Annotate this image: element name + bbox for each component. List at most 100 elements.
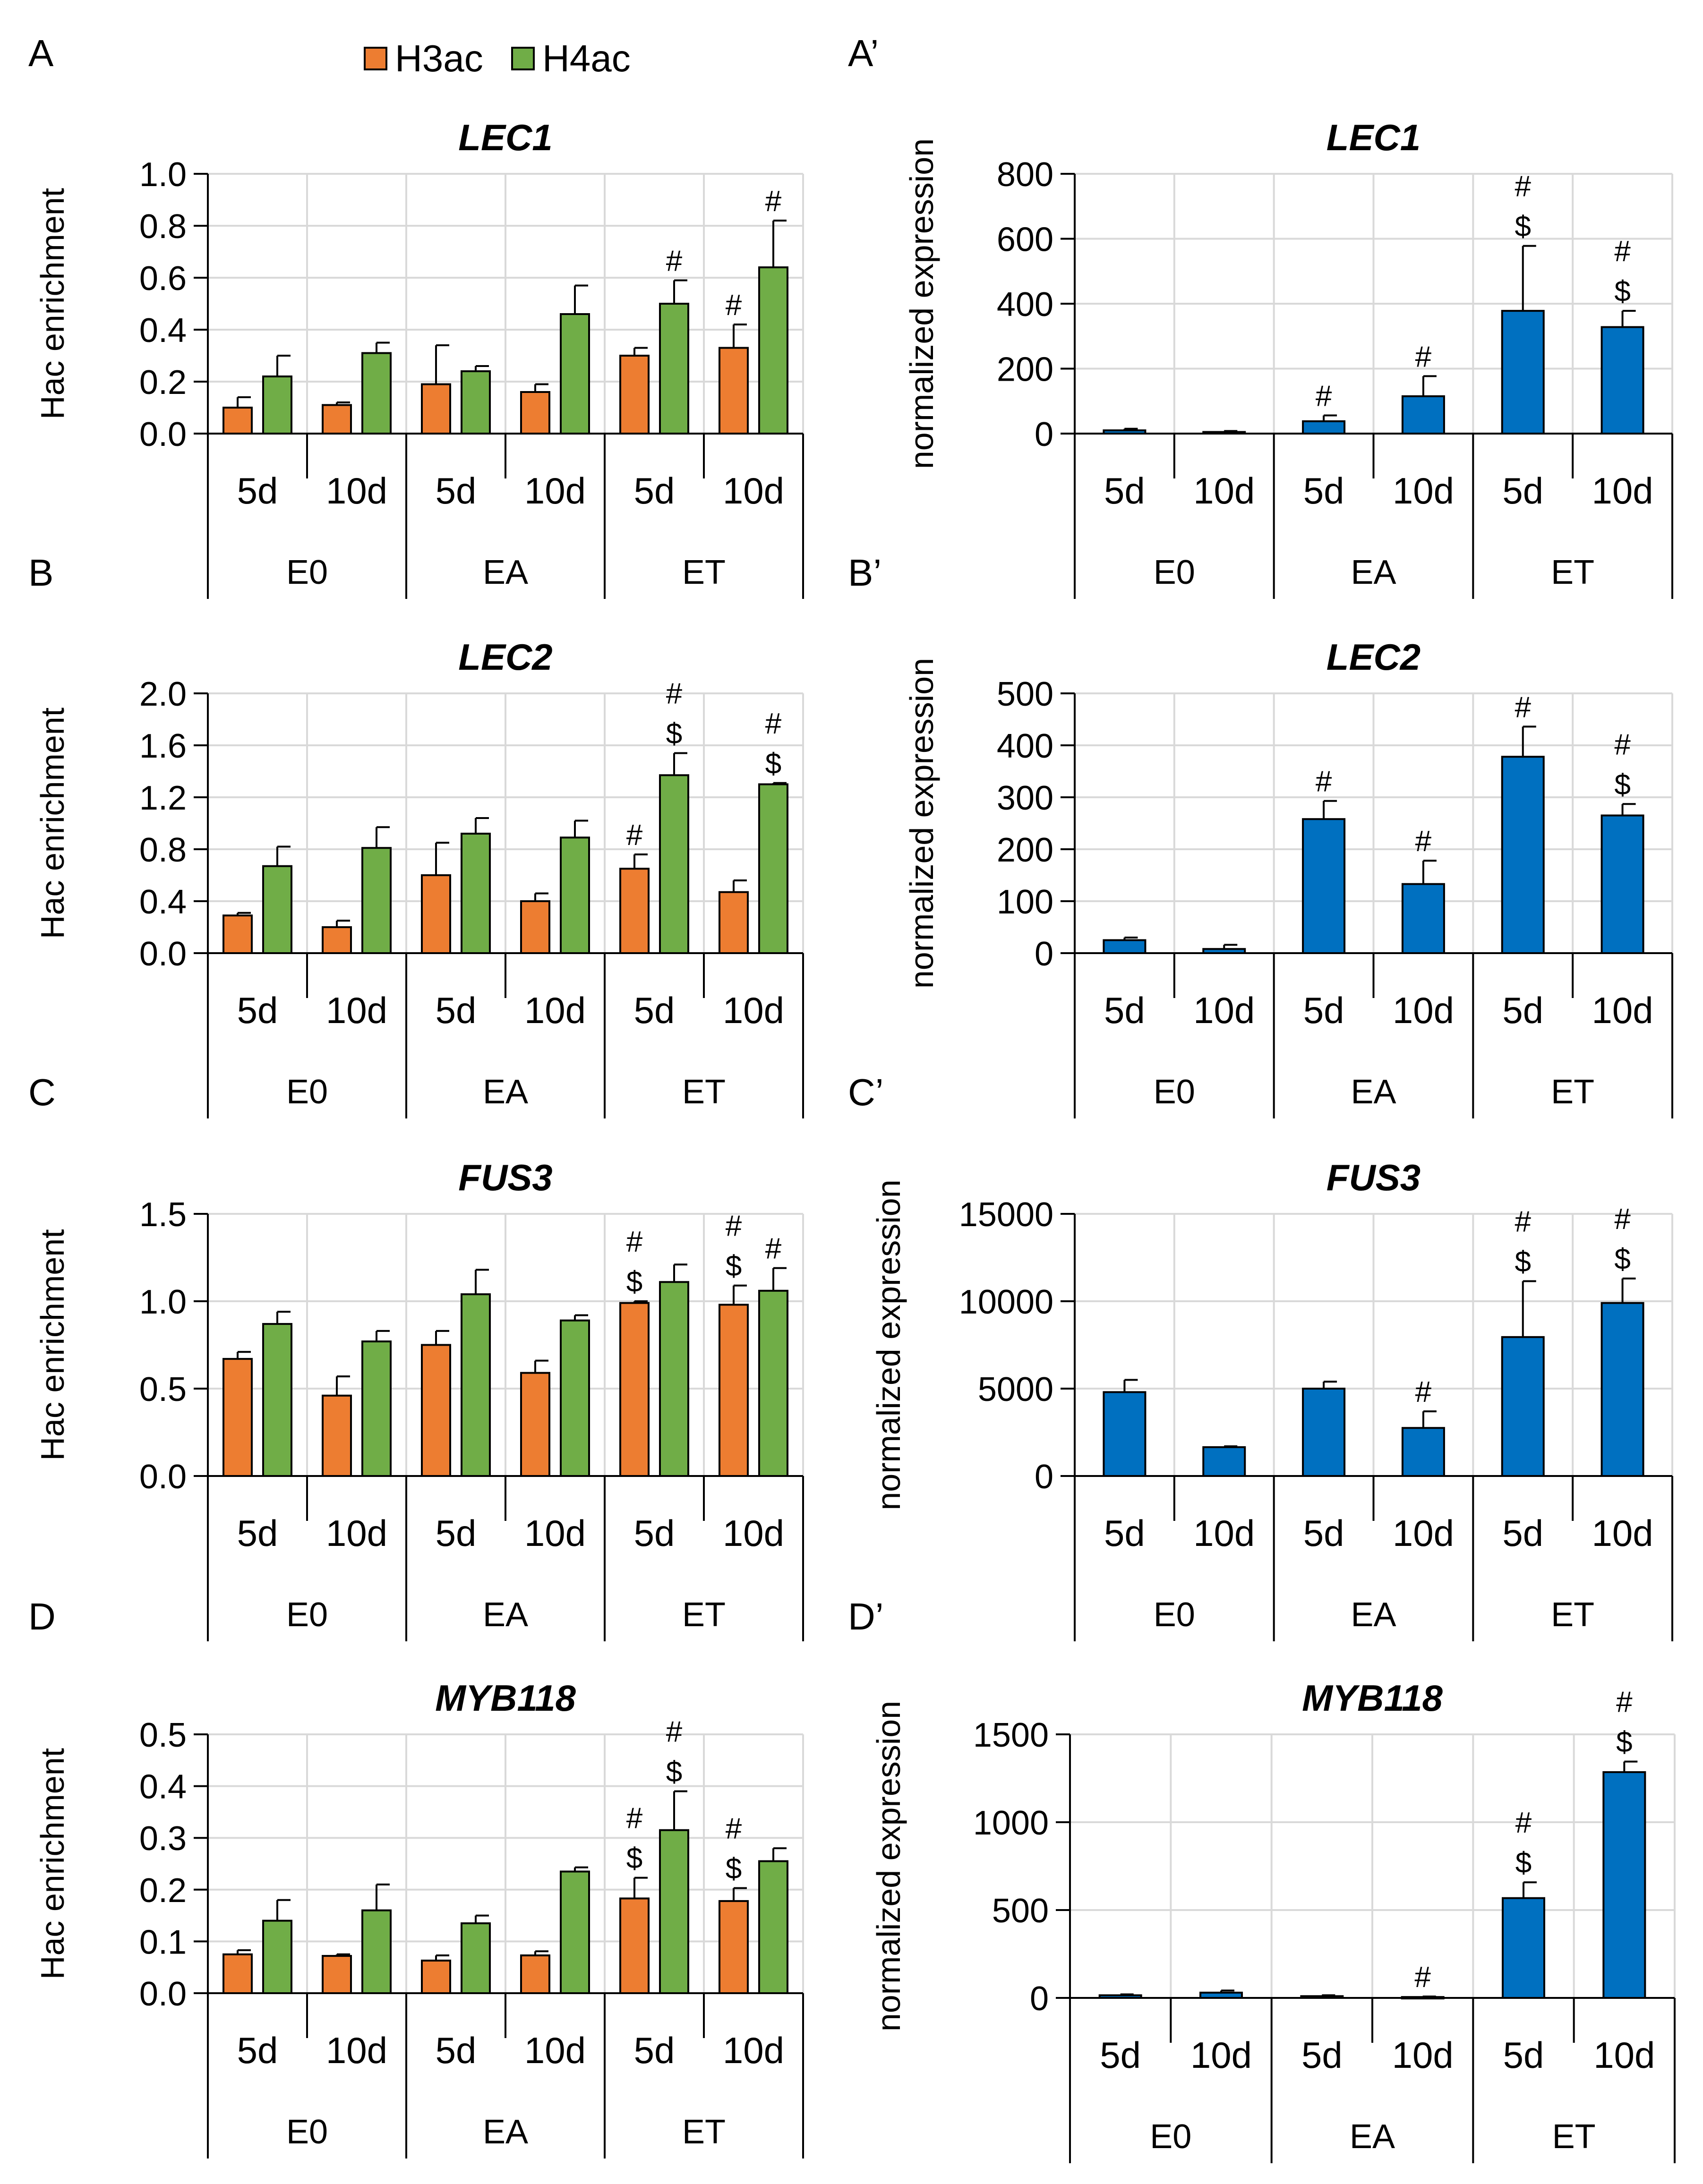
y-tick-label: 1.0 (139, 1283, 187, 1321)
x-tick-label: 10d (1190, 2034, 1252, 2076)
y-tick-label: 0.8 (139, 831, 187, 869)
significance-marker: # (666, 1716, 683, 1749)
x-tick-label: 10d (524, 1512, 586, 1554)
x-tick-label: 5d (1303, 470, 1344, 512)
y-tick-label: 0.2 (139, 1872, 187, 1910)
group-label: E0 (1154, 1073, 1195, 1111)
legend-swatch-h4ac (511, 47, 535, 70)
chart-panel-5: C FUS3 0.0 0.5 1.0 1.5 Hac enrichment $ # $ # #5d 10… (28, 1071, 804, 1641)
chart-panel-7: D MYB118 0.0 0.1 0.2 0.3 0.4 0.5 Hac enrichment $… (28, 1595, 804, 2158)
x-tick-label: 10d (723, 990, 784, 1031)
x-tick-label: 5d (436, 470, 477, 512)
significance-marker: $ (1515, 1246, 1531, 1278)
bar (322, 1394, 352, 1477)
x-tick-label: 10d (1392, 2034, 1454, 2076)
group-label: E0 (1154, 554, 1195, 591)
y-axis-label: normalized expression (903, 138, 940, 469)
x-tick-label: 5d (634, 2030, 675, 2071)
significance-marker: $ (765, 748, 781, 780)
significance-marker: # (765, 708, 782, 740)
y-tick-label: 500 (997, 675, 1053, 713)
x-tick-label: 10d (1193, 1512, 1255, 1554)
significance-marker: $ (666, 718, 682, 751)
chart-title: LEC2 (458, 636, 552, 678)
y-tick-label: 1.0 (139, 156, 187, 194)
chart-title: MYB118 (435, 1677, 576, 1719)
bar (619, 355, 650, 435)
y-tick-label: 0.2 (139, 364, 187, 401)
group-label: E0 (1150, 2118, 1191, 2156)
y-tick-label: 1000 (973, 1804, 1049, 1842)
x-tick-label: 5d (436, 1512, 477, 1554)
x-tick-label: 5d (237, 1512, 278, 1554)
group-label: E0 (286, 1596, 328, 1634)
y-tick-label: 0.5 (139, 1371, 187, 1408)
significance-marker: $ (1614, 275, 1630, 308)
y-tick-label: 0 (1035, 416, 1053, 453)
y-tick-label: 300 (997, 779, 1053, 817)
y-tick-label: 0.0 (139, 935, 187, 973)
x-tick-label: 10d (1193, 470, 1255, 512)
bar (758, 1289, 788, 1477)
y-tick-label: 0 (1035, 1458, 1053, 1496)
chart-panel-3: B LEC2 0.0 0.4 0.8 1.2 1.6 2.0 Hac enrichment # $ #… (28, 552, 804, 1118)
y-tick-label: 0 (1035, 935, 1053, 973)
panel-letter: D’ (848, 1595, 884, 1638)
significance-marker: # (1614, 235, 1631, 268)
chart-title: MYB118 (1302, 1677, 1443, 1719)
x-tick-label: 10d (1592, 990, 1653, 1031)
x-tick-label: 10d (1393, 1512, 1454, 1554)
bar (1501, 756, 1545, 954)
y-tick-label: 1.6 (139, 727, 187, 765)
significance-marker: $ (1616, 1726, 1632, 1759)
group-label: EA (1351, 1596, 1396, 1634)
group-label: EA (1350, 2118, 1395, 2156)
group-label: E0 (286, 1073, 328, 1111)
chart-panel-8: D’ MYB118 0 500 1000 1500 normalized expressio… (848, 1595, 1676, 2163)
y-tick-label: 0.3 (139, 1820, 187, 1858)
x-tick-label: 5d (436, 2030, 477, 2071)
chart-panel-4: B’ LEC2 0 100 200 300 400 500 normalized express… (848, 552, 1673, 1118)
significance-marker: # (666, 245, 683, 278)
significance-marker: $ (1515, 1847, 1532, 1879)
y-tick-label: 0.0 (139, 1975, 187, 2013)
y-axis-label: Hac enrichment (34, 708, 71, 939)
y-tick-label: 0.5 (139, 1716, 187, 1754)
bar (461, 1293, 491, 1477)
significance-marker: $ (626, 1843, 642, 1875)
panel-letter: A (28, 32, 54, 74)
y-tick-label: 0.6 (139, 260, 187, 298)
bar (619, 1897, 650, 1994)
group-label: ET (682, 1596, 726, 1634)
x-tick-label: 10d (326, 470, 387, 512)
y-tick-label: 1.2 (139, 779, 187, 817)
x-tick-label: 10d (1193, 990, 1255, 1031)
significance-marker: # (765, 1233, 782, 1265)
x-tick-label: 5d (634, 990, 675, 1031)
group-label: ET (682, 554, 726, 591)
significance-marker: # (666, 678, 683, 710)
significance-marker: # (1614, 1203, 1631, 1236)
x-tick-label: 5d (1104, 1512, 1145, 1554)
significance-marker: # (1616, 1686, 1633, 1719)
y-tick-label: 5000 (978, 1371, 1053, 1408)
y-tick-label: 800 (997, 156, 1053, 194)
significance-marker: # (1414, 1961, 1431, 1994)
y-axis-label: Hac enrichment (34, 1229, 71, 1460)
x-tick-label: 5d (634, 470, 675, 512)
group-label: E0 (286, 554, 328, 591)
bar (1302, 818, 1346, 954)
panel-letter: B’ (848, 552, 881, 594)
x-tick-label: 5d (237, 470, 278, 512)
bar (1103, 1391, 1147, 1477)
y-tick-label: 0.0 (139, 416, 187, 453)
x-tick-label: 5d (1303, 990, 1344, 1031)
legend-item-h3ac: H3ac (364, 37, 483, 80)
panel-letter: D (28, 1595, 56, 1638)
chart-title: LEC2 (1326, 636, 1421, 678)
bar (659, 303, 689, 435)
panel-letter: C’ (848, 1071, 884, 1113)
significance-marker: # (1415, 1376, 1432, 1408)
x-tick-label: 10d (1393, 470, 1454, 512)
